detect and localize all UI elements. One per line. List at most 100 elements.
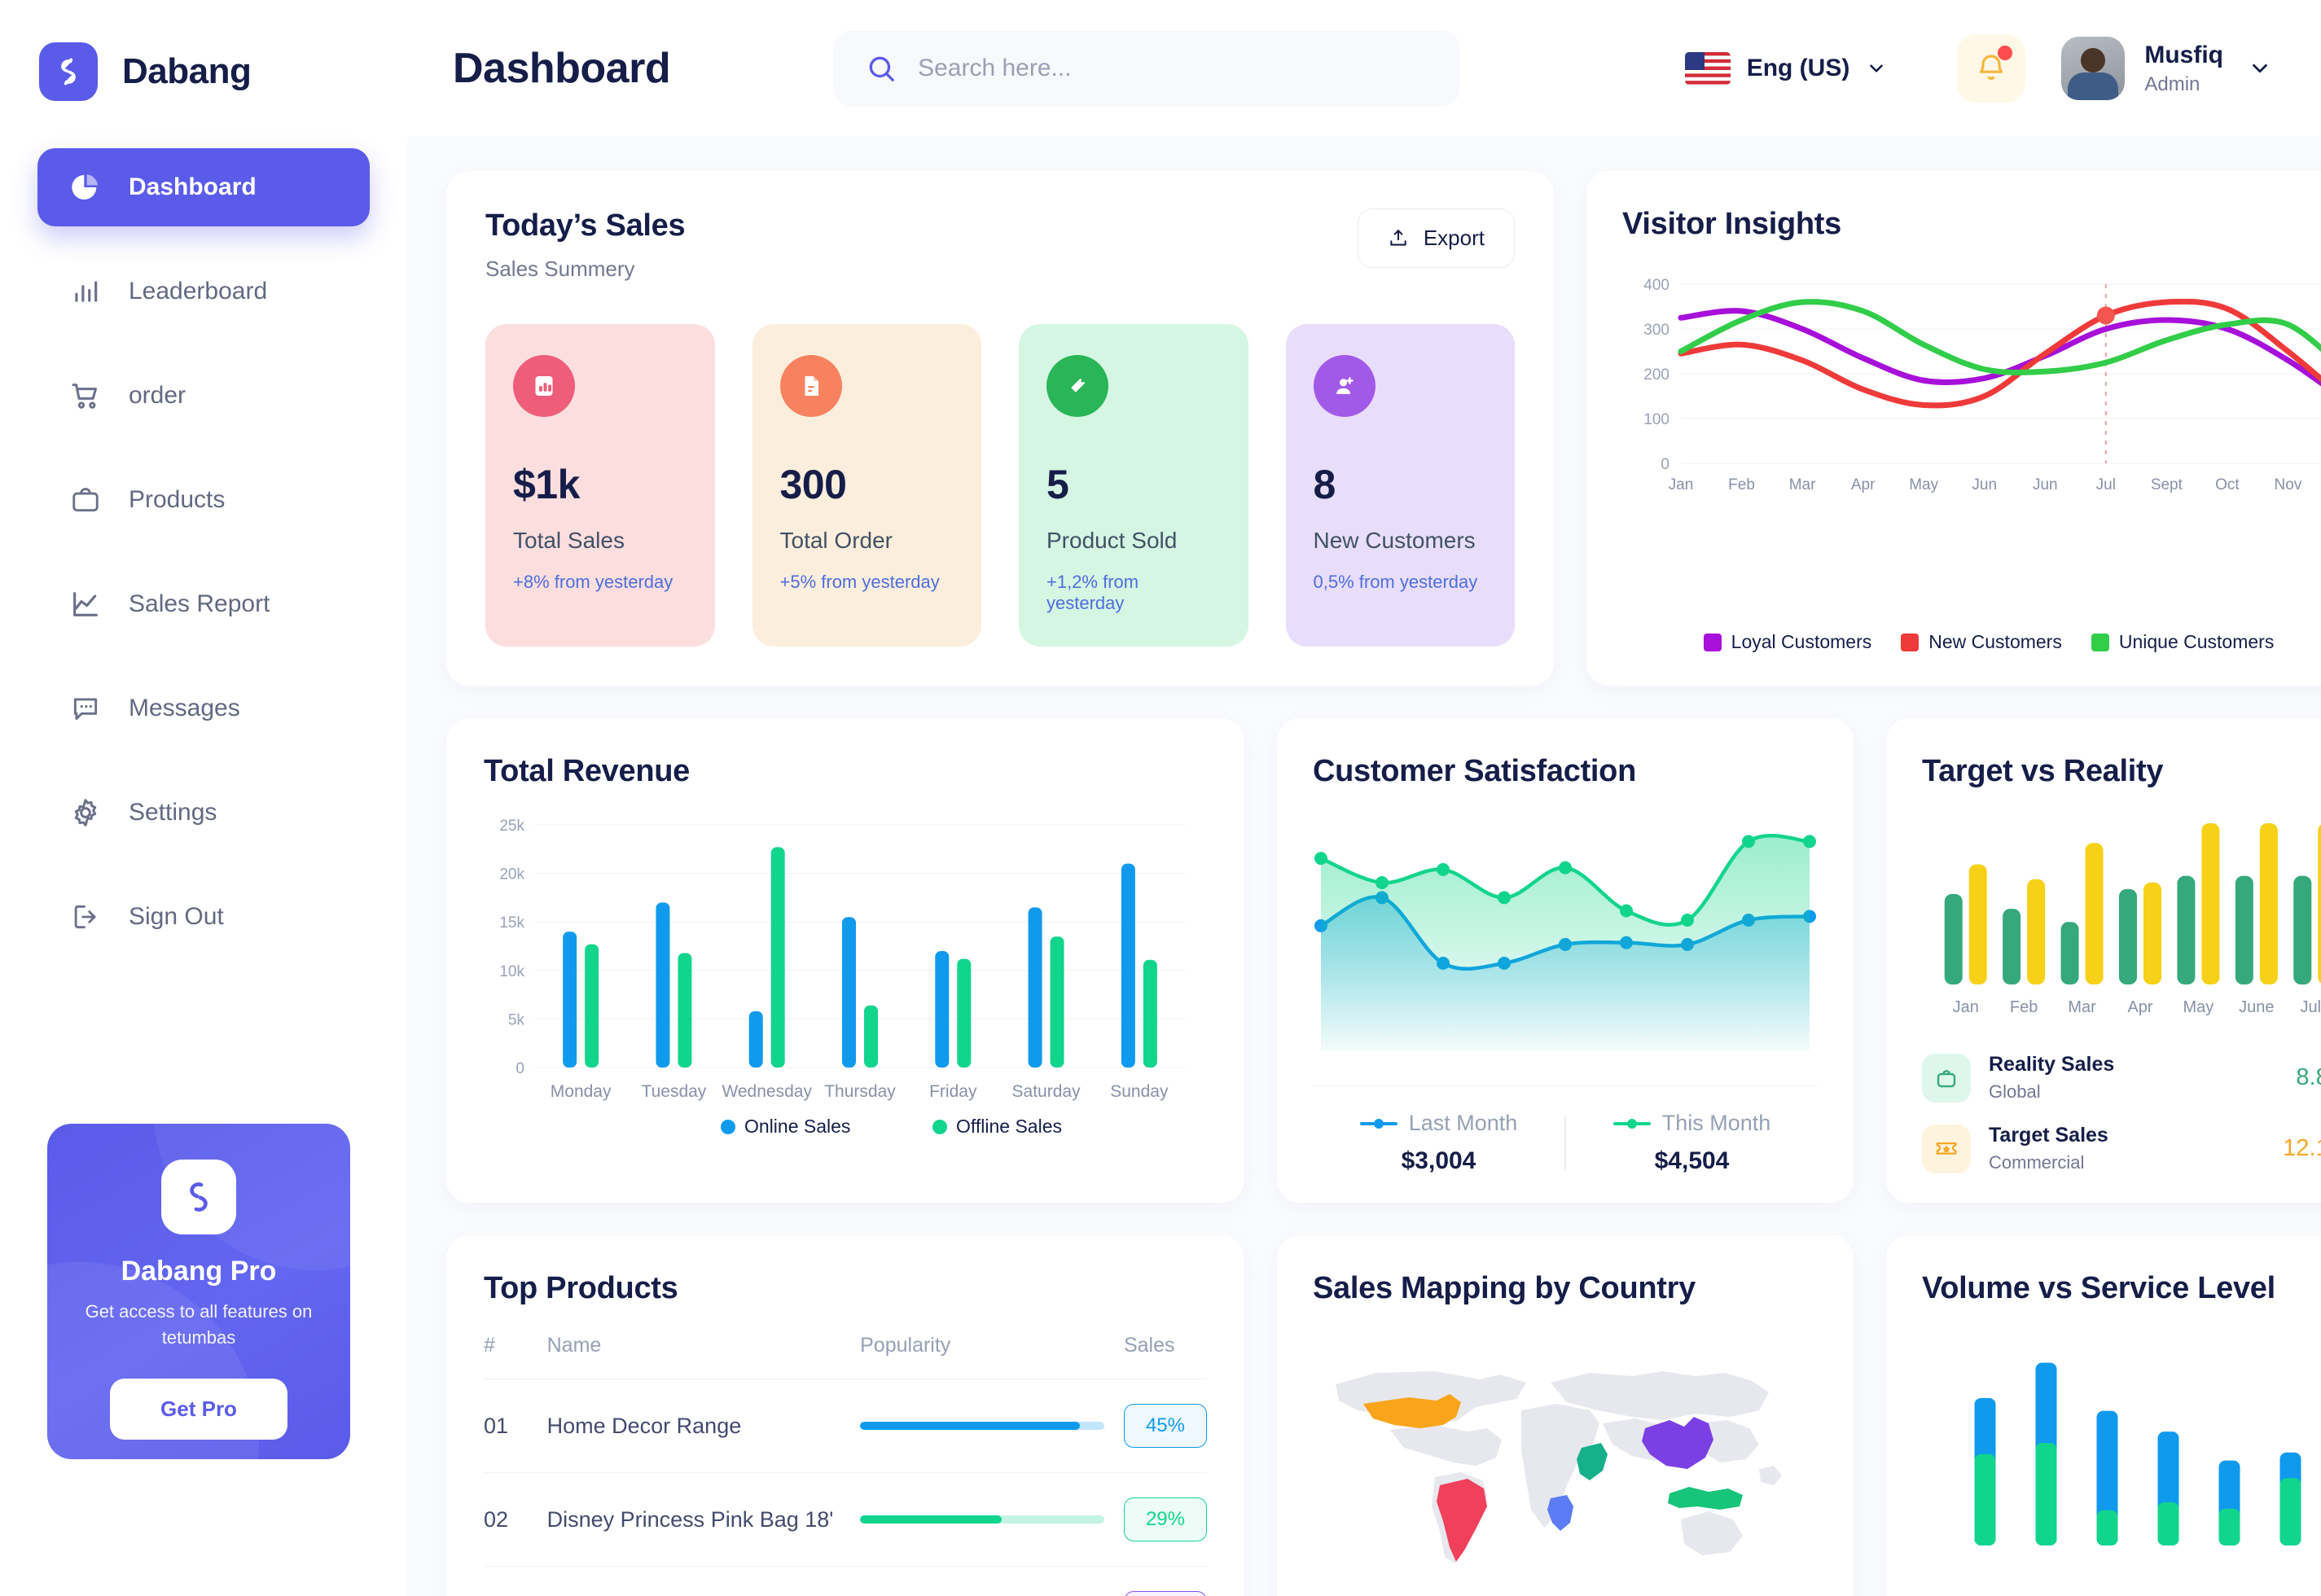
page-title: Dashboard	[453, 45, 671, 92]
svg-text:25k: 25k	[499, 818, 524, 835]
promo-card: Dabang Pro Get access to all features on…	[47, 1124, 350, 1459]
table-header-row: # Name Popularity Sales	[484, 1334, 1207, 1379]
country-indonesia[interactable]	[1668, 1487, 1743, 1510]
column-header: Name	[546, 1334, 602, 1357]
legend-sub: Commercial	[1989, 1152, 2085, 1173]
get-pro-button[interactable]: Get Pro	[110, 1378, 287, 1440]
sidebar-item-label: Messages	[129, 695, 240, 721]
legend-item[interactable]: Unique Customers	[2091, 631, 2274, 653]
country-china[interactable]	[1642, 1417, 1713, 1469]
svg-text:May: May	[2183, 998, 2214, 1016]
total-revenue-chart: 0 5k 10k 15k 20k 25k Monday Tuesday Wednesday Thu…	[499, 818, 1186, 1137]
table-row[interactable]: 02 Disney Princess Pink Bag 18' 29%	[484, 1472, 1207, 1567]
sidebar-item-dashboard[interactable]: Dashboard	[37, 148, 370, 226]
top-products-table: # Name Popularity Sales 01 Home Decor Ran…	[484, 1334, 1207, 1596]
sidebar-item-leaderboard[interactable]: Leaderboard	[37, 252, 370, 331]
chat-icon	[67, 693, 104, 724]
product-name: Disney Princess Pink Bag 18'	[546, 1472, 861, 1567]
stat-tile-total-sales[interactable]: $1k Total Sales +8% from yesterday	[485, 324, 715, 647]
profile-menu[interactable]: Musfiq Admin	[2061, 37, 2223, 100]
chevron-down-icon[interactable]	[2248, 56, 2272, 81]
card-subtitle: Sales Summery	[485, 256, 635, 281]
svg-text:5k: 5k	[508, 1011, 525, 1028]
legend-line-icon	[1612, 1118, 1651, 1129]
table-row[interactable]: 03Bathroom Essentials 18%	[484, 1566, 1207, 1596]
legend-value: 8.823	[2296, 1064, 2321, 1090]
sidebar-item-settings[interactable]: Settings	[37, 774, 370, 852]
profile-role: Admin	[2144, 73, 2200, 95]
sidebar-item-sign-out[interactable]: Sign Out	[37, 878, 370, 956]
sidebar-item-products[interactable]: Products	[37, 461, 370, 539]
svg-text:Jan: Jan	[1953, 998, 1979, 1016]
search-input[interactable]	[918, 55, 1428, 82]
svg-text:Jun: Jun	[1972, 476, 1997, 493]
map-highlighted-countries	[1363, 1394, 1743, 1562]
svg-text:Nov: Nov	[2275, 476, 2302, 493]
ticket-icon	[1922, 1124, 1971, 1173]
divider	[1564, 1116, 1566, 1170]
notification-badge	[1998, 46, 2013, 60]
notifications-button[interactable]	[1957, 34, 2026, 103]
legend-value: 12.122	[2283, 1135, 2321, 1161]
legend-label: Last Month	[1408, 1111, 1518, 1135]
sales-cell: 29%	[1123, 1472, 1207, 1567]
sidebar-item-label: Leaderboard	[129, 278, 268, 305]
line-chart-icon	[67, 588, 104, 620]
svg-text:400: 400	[1643, 277, 1669, 294]
legend-item[interactable]: Loyal Customers	[1703, 631, 1871, 653]
popularity-bar	[860, 1515, 1105, 1524]
popularity-cell	[860, 1472, 1124, 1567]
search-bar[interactable]	[833, 30, 1461, 107]
table-row[interactable]: 01 Home Decor Range 45%	[484, 1379, 1207, 1473]
stat-value: 5	[1046, 462, 1069, 507]
column-header: #	[484, 1334, 495, 1357]
legend-swatch	[1703, 633, 1722, 651]
reality-sales-legend: Reality Sales Global 8.823	[1922, 1053, 2321, 1103]
product-number: 01	[484, 1379, 547, 1473]
svg-text:200: 200	[1643, 366, 1669, 384]
card-title: Customer Satisfaction	[1313, 754, 1637, 788]
topbar: Dashboard	[407, 0, 2321, 137]
customer-satisfaction-chart	[1314, 834, 1816, 1051]
this-month-summary: This Month $4,504	[1566, 1111, 1818, 1175]
country-saudi-arabia[interactable]	[1577, 1443, 1608, 1480]
country-brazil[interactable]	[1437, 1479, 1487, 1562]
country-united-states[interactable]	[1363, 1394, 1461, 1428]
product-number: 02	[484, 1472, 547, 1567]
sidebar-item-messages[interactable]: Messages	[37, 669, 370, 748]
popularity-bar	[860, 1422, 1105, 1430]
us-flag-icon	[1684, 52, 1731, 85]
stat-tile-new-customers[interactable]: 8 New Customers 0,5% from yesterday	[1285, 324, 1515, 647]
stat-delta: +1,2% from yesterday	[1046, 572, 1139, 613]
world-map[interactable]	[1313, 1326, 1818, 1594]
svg-text:Sept: Sept	[2151, 476, 2183, 493]
brand[interactable]: Dabang	[0, 0, 407, 101]
sidebar-item-order[interactable]: order	[37, 357, 370, 435]
svg-text:Offline Sales: Offline Sales	[956, 1116, 1062, 1137]
svg-text:Mar: Mar	[1789, 476, 1816, 493]
dabang-logo-icon	[161, 1160, 236, 1234]
stat-tile-total-order[interactable]: 300 Total Order +5% from yesterday	[752, 324, 981, 647]
svg-text:Jan: Jan	[1669, 476, 1694, 493]
svg-text:Online Sales: Online Sales	[744, 1116, 850, 1137]
stat-value: 8	[1313, 462, 1336, 507]
legend-name: Reality Sales	[1989, 1053, 2115, 1076]
svg-text:Friday: Friday	[929, 1082, 977, 1101]
country-dr-congo[interactable]	[1547, 1495, 1573, 1531]
popularity-cell	[860, 1566, 1124, 1596]
stat-tile-product-sold[interactable]: 5 Product Sold +1,2% from yesterday	[1019, 324, 1248, 647]
legend-item[interactable]: New Customers	[1901, 631, 2062, 653]
language-selector[interactable]: Eng (US)	[1684, 52, 1888, 85]
svg-text:June: June	[2239, 998, 2274, 1016]
stat-label: New Customers	[1313, 528, 1476, 553]
bar-chart-icon	[67, 276, 104, 307]
sidebar-item-label: Products	[129, 486, 226, 513]
satisfaction-summary: Last Month $3,004 This Month	[1313, 1085, 1818, 1175]
sidebar-item-sales-report[interactable]: Sales Report	[37, 565, 370, 643]
legend-line-icon	[1359, 1118, 1397, 1129]
svg-text:15k: 15k	[499, 914, 524, 932]
export-button[interactable]: Export	[1357, 208, 1515, 268]
bag-icon	[67, 484, 104, 515]
sidebar: Dabang Dashboard Leaderb	[0, 0, 407, 1596]
user-add-icon	[1313, 355, 1375, 417]
